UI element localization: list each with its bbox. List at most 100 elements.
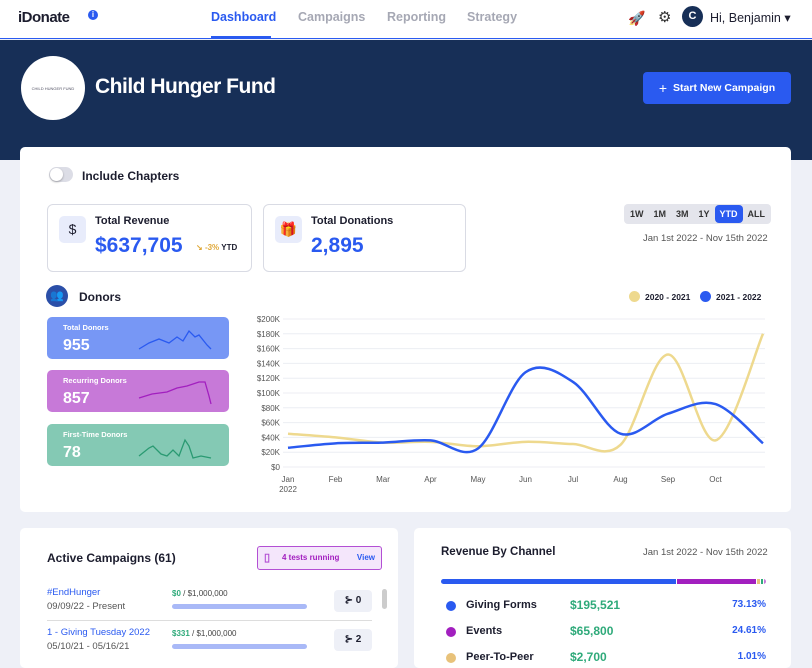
summary-date-range: Jan 1st 2022 - Nov 15th 2022 xyxy=(643,233,768,244)
tree-icon: ⊱ xyxy=(344,595,354,606)
app-logo[interactable]: iDonate xyxy=(18,9,70,26)
legend-swatch xyxy=(629,291,640,302)
org-logo: CHILD HUNGER FUND xyxy=(21,56,85,120)
channel-share-segment xyxy=(676,579,756,584)
info-icon[interactable]: i xyxy=(88,10,98,20)
x-tick-label: Jun xyxy=(519,475,532,484)
first-time-donors-card[interactable]: First-Time Donors 78 xyxy=(47,424,229,466)
revenue-by-channel-card xyxy=(414,528,791,668)
channel-name: Peer-To-Peer xyxy=(466,651,534,663)
x-tick-label: Oct xyxy=(709,475,722,484)
tests-running-banner: ▯ 4 tests running View xyxy=(257,546,382,570)
legend-label: 2020 - 2021 xyxy=(645,291,691,302)
channel-share-bar xyxy=(441,579,766,584)
channel-dot xyxy=(446,653,456,663)
active-campaigns-title: Active Campaigns (61) xyxy=(47,551,176,565)
channel-share-segment xyxy=(763,579,766,584)
x-tick-label: Feb xyxy=(329,475,343,484)
ab-test-icon: ▯ xyxy=(264,552,271,564)
tab-campaigns[interactable]: Campaigns xyxy=(298,10,366,24)
channel-name: Giving Forms xyxy=(466,599,537,611)
range-ytd[interactable]: YTD xyxy=(714,205,743,223)
y-tick-label: $160K xyxy=(257,345,281,354)
tab-reporting[interactable]: Reporting xyxy=(387,10,447,24)
campaign-goal: / $1,000,000 xyxy=(189,629,237,638)
top-nav: iDonate i Dashboard Campaigns Reporting … xyxy=(0,0,812,39)
avatar[interactable]: C xyxy=(682,6,703,27)
channel-share-segment xyxy=(441,579,676,584)
user-menu[interactable]: Hi, Benjamin ▾ xyxy=(710,11,791,25)
ab-count: 2 xyxy=(355,634,362,645)
ab-count: 0 xyxy=(355,595,362,606)
campaign-dates: 05/10/21 - 05/16/21 xyxy=(47,641,130,652)
sparkline xyxy=(138,381,212,405)
y-tick-label: $200K xyxy=(257,315,281,324)
card-label: First-Time Donors xyxy=(63,430,128,439)
trend-value: -3% xyxy=(204,243,220,252)
x-tick-label: Mar xyxy=(376,475,390,484)
start-new-campaign-button[interactable]: + Start New Campaign xyxy=(643,72,791,104)
x-tick-label: May xyxy=(470,475,485,484)
series-line-2021-2022 xyxy=(287,366,764,454)
date-range-selector: 1W 1M 3M 1Y YTD ALL xyxy=(624,204,772,224)
channel-percent: 1.01% xyxy=(737,651,766,662)
campaign-goal: / $1,000,000 xyxy=(180,589,228,598)
total-donors-card[interactable]: Total Donors 955 xyxy=(47,317,229,359)
campaign-amount: $0 / $1,000,000 xyxy=(172,589,228,598)
legend-label: 2021 - 2022 xyxy=(716,291,762,302)
active-tab-indicator xyxy=(211,36,271,39)
campaign-name[interactable]: 1 - Giving Tuesday 2022 xyxy=(47,627,150,638)
view-tests-link[interactable]: View xyxy=(356,553,375,562)
tab-dashboard[interactable]: Dashboard xyxy=(211,10,277,24)
range-3m[interactable]: 3M xyxy=(676,209,689,219)
legend-swatch xyxy=(700,291,711,302)
gift-icon: 🎁 xyxy=(275,216,302,243)
total-revenue-label: Total Revenue xyxy=(95,215,170,227)
x-tick-label: 2022 xyxy=(279,485,297,494)
campaign-name[interactable]: #EndHunger xyxy=(47,587,101,598)
card-value: 955 xyxy=(63,337,90,354)
channel-amount: $195,521 xyxy=(570,598,621,612)
donors-icon: 👥 xyxy=(46,285,68,307)
channel-amount: $65,800 xyxy=(570,624,614,638)
total-revenue-card: $ Total Revenue $637,705 ↘ -3% YTD xyxy=(47,204,252,272)
trend-period: YTD xyxy=(221,243,238,252)
total-donations-value: 2,895 xyxy=(311,234,364,257)
dollar-icon: $ xyxy=(59,216,86,243)
x-tick-label: Aug xyxy=(613,475,627,484)
legend-2020-2021: 2020 - 2021 xyxy=(629,291,690,302)
scrollbar[interactable] xyxy=(382,589,387,609)
campaign-amount: $331 / $1,000,000 xyxy=(172,629,237,638)
campaign-raised: $331 xyxy=(172,629,190,638)
x-tick-label: Sep xyxy=(661,475,676,484)
campaign-progress xyxy=(172,644,307,649)
channel-date-range: Jan 1st 2022 - Nov 15th 2022 xyxy=(643,547,768,558)
include-chapters-label: Include Chapters xyxy=(82,169,180,183)
tree-icon: ⊱ xyxy=(344,634,354,645)
range-1y[interactable]: 1Y xyxy=(698,209,710,219)
start-button-label: Start New Campaign xyxy=(673,82,776,94)
card-value: 78 xyxy=(63,444,81,461)
donors-title: Donors xyxy=(79,290,121,304)
divider xyxy=(47,620,372,621)
rocket-icon[interactable]: 🚀 xyxy=(628,10,646,26)
y-tick-label: $120K xyxy=(257,374,281,383)
tab-strategy[interactable]: Strategy xyxy=(467,10,518,24)
org-logo-text: CHILD HUNGER FUND xyxy=(31,85,75,91)
campaign-dates: 09/09/22 - Present xyxy=(47,601,126,612)
include-chapters-toggle[interactable] xyxy=(49,167,73,182)
ab-tests-badge[interactable]: ⊱ 0 xyxy=(334,590,372,612)
gear-icon[interactable]: ⚙ xyxy=(658,9,672,26)
range-1m[interactable]: 1M xyxy=(653,209,667,219)
total-revenue-value: $637,705 xyxy=(95,234,183,257)
range-1w[interactable]: 1W xyxy=(630,209,644,219)
y-tick-label: $60K xyxy=(261,419,280,428)
ab-tests-badge[interactable]: ⊱ 2 xyxy=(334,629,372,651)
range-all[interactable]: ALL xyxy=(747,209,766,219)
channel-dot xyxy=(446,627,456,637)
recurring-donors-card[interactable]: Recurring Donors 857 xyxy=(47,370,229,412)
legend-2021-2022: 2021 - 2022 xyxy=(700,291,761,302)
y-tick-label: $80K xyxy=(261,404,280,413)
revenue-line-chart: $0 $20K $40K $60K $80K $100K $120K $140K $160K $1… xyxy=(257,315,765,494)
campaign-progress xyxy=(172,604,307,609)
